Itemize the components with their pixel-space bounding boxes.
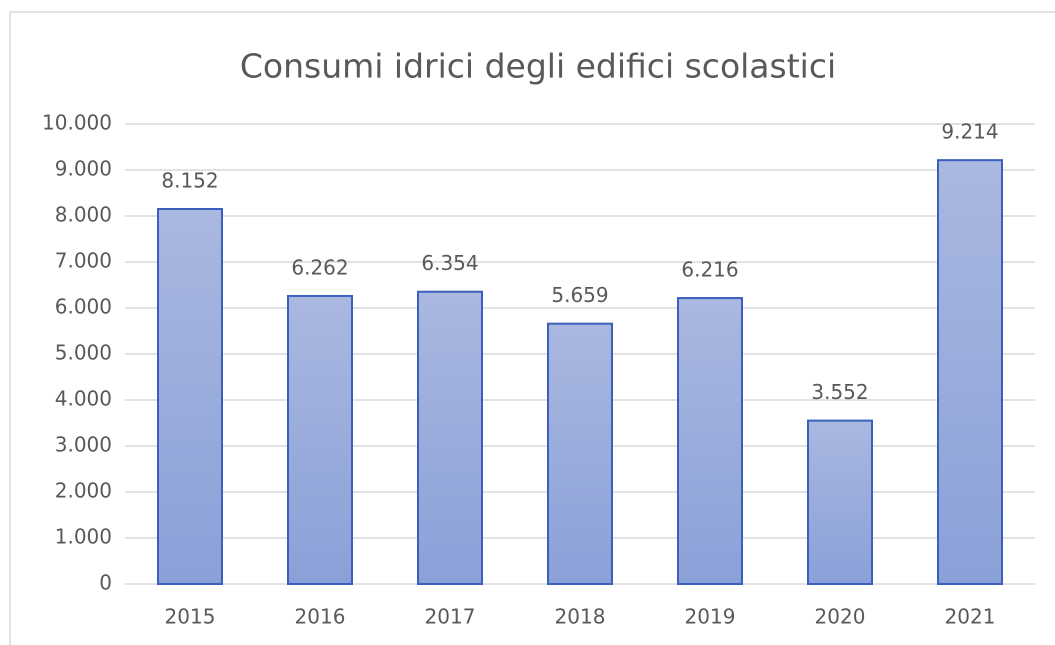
y-tick-label: 7.000 (55, 249, 112, 273)
value-label: 3.552 (811, 380, 868, 404)
value-label: 5.659 (551, 283, 608, 307)
y-tick-label: 6.000 (55, 295, 112, 319)
y-tick-label: 10.000 (42, 111, 112, 135)
value-label: 6.216 (681, 258, 738, 282)
x-tick-label: 2020 (815, 605, 866, 629)
value-label: 9.214 (941, 120, 998, 144)
bar (417, 290, 483, 585)
y-tick-label: 2.000 (55, 479, 112, 503)
y-tick-label: 3.000 (55, 433, 112, 457)
bar (937, 159, 1003, 585)
bar (287, 294, 353, 585)
bar (547, 322, 613, 585)
y-tick-label: 4.000 (55, 387, 112, 411)
y-tick-label: 8.000 (55, 203, 112, 227)
bar (807, 419, 873, 585)
y-tick-label: 5.000 (55, 341, 112, 365)
bar (157, 208, 223, 585)
y-tick-label: 9.000 (55, 157, 112, 181)
value-label: 6.354 (421, 251, 478, 275)
x-tick-label: 2016 (295, 605, 346, 629)
bar (677, 297, 743, 585)
y-tick-label: 1.000 (55, 525, 112, 549)
value-label: 6.262 (291, 255, 348, 279)
value-label: 8.152 (161, 169, 218, 193)
x-tick-label: 2019 (685, 605, 736, 629)
x-tick-label: 2018 (555, 605, 606, 629)
chart-title: Consumi idrici degli edifici scolastici (240, 47, 836, 86)
x-tick-label: 2015 (165, 605, 216, 629)
y-tick-label: 0 (99, 571, 112, 595)
x-tick-label: 2017 (425, 605, 476, 629)
x-tick-label: 2021 (945, 605, 996, 629)
